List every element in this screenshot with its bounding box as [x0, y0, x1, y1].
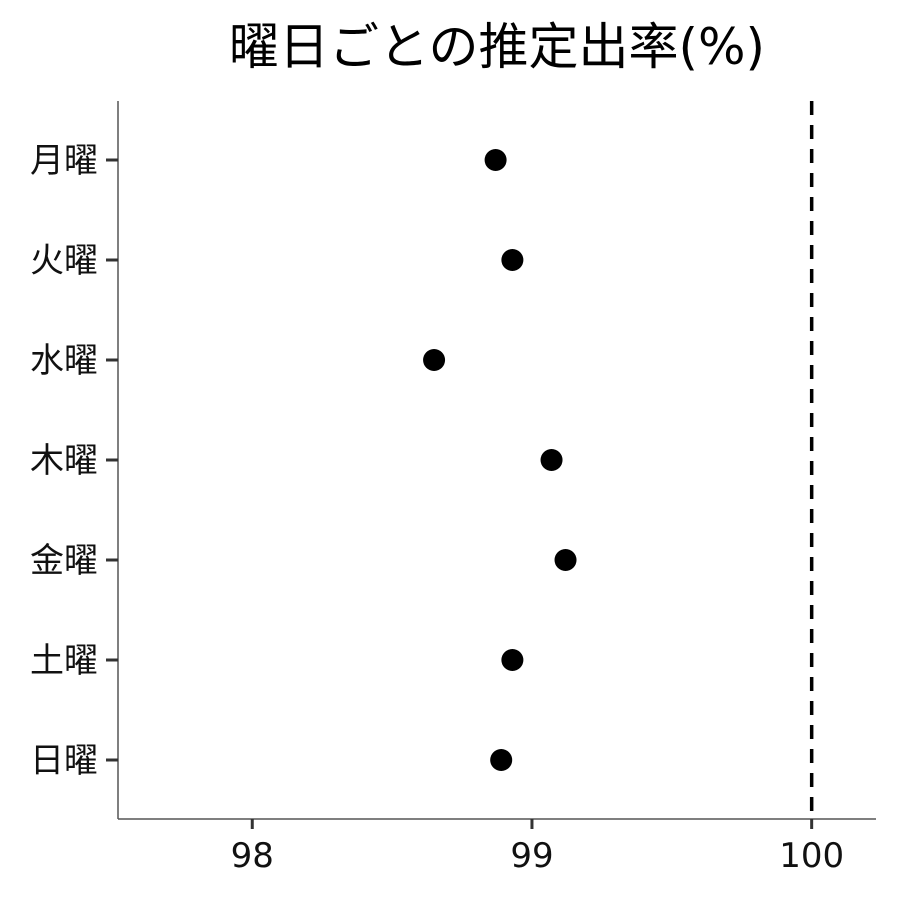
y-tick-label: 日曜	[30, 741, 98, 781]
y-tick-label: 火曜	[30, 241, 98, 281]
y-tick-label: 木曜	[30, 441, 98, 481]
data-point	[423, 349, 446, 371]
y-tick-label: 金曜	[30, 541, 98, 581]
x-tick-label: 99	[510, 836, 553, 876]
x-tick-label: 100	[779, 836, 844, 876]
data-point	[490, 749, 513, 771]
data-point	[501, 649, 524, 671]
data-point	[554, 549, 577, 571]
data-point	[501, 249, 524, 271]
data-point	[484, 149, 507, 171]
x-tick-label: 98	[231, 836, 274, 876]
data-point	[540, 449, 563, 471]
y-tick-label: 水曜	[30, 341, 98, 381]
y-tick-label: 月曜	[30, 141, 98, 181]
chart-title: 曜日ごとの推定出率(%)	[229, 18, 765, 76]
y-tick-label: 土曜	[30, 641, 98, 681]
